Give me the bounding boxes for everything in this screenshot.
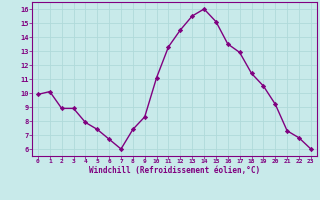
X-axis label: Windchill (Refroidissement éolien,°C): Windchill (Refroidissement éolien,°C) [89, 166, 260, 175]
